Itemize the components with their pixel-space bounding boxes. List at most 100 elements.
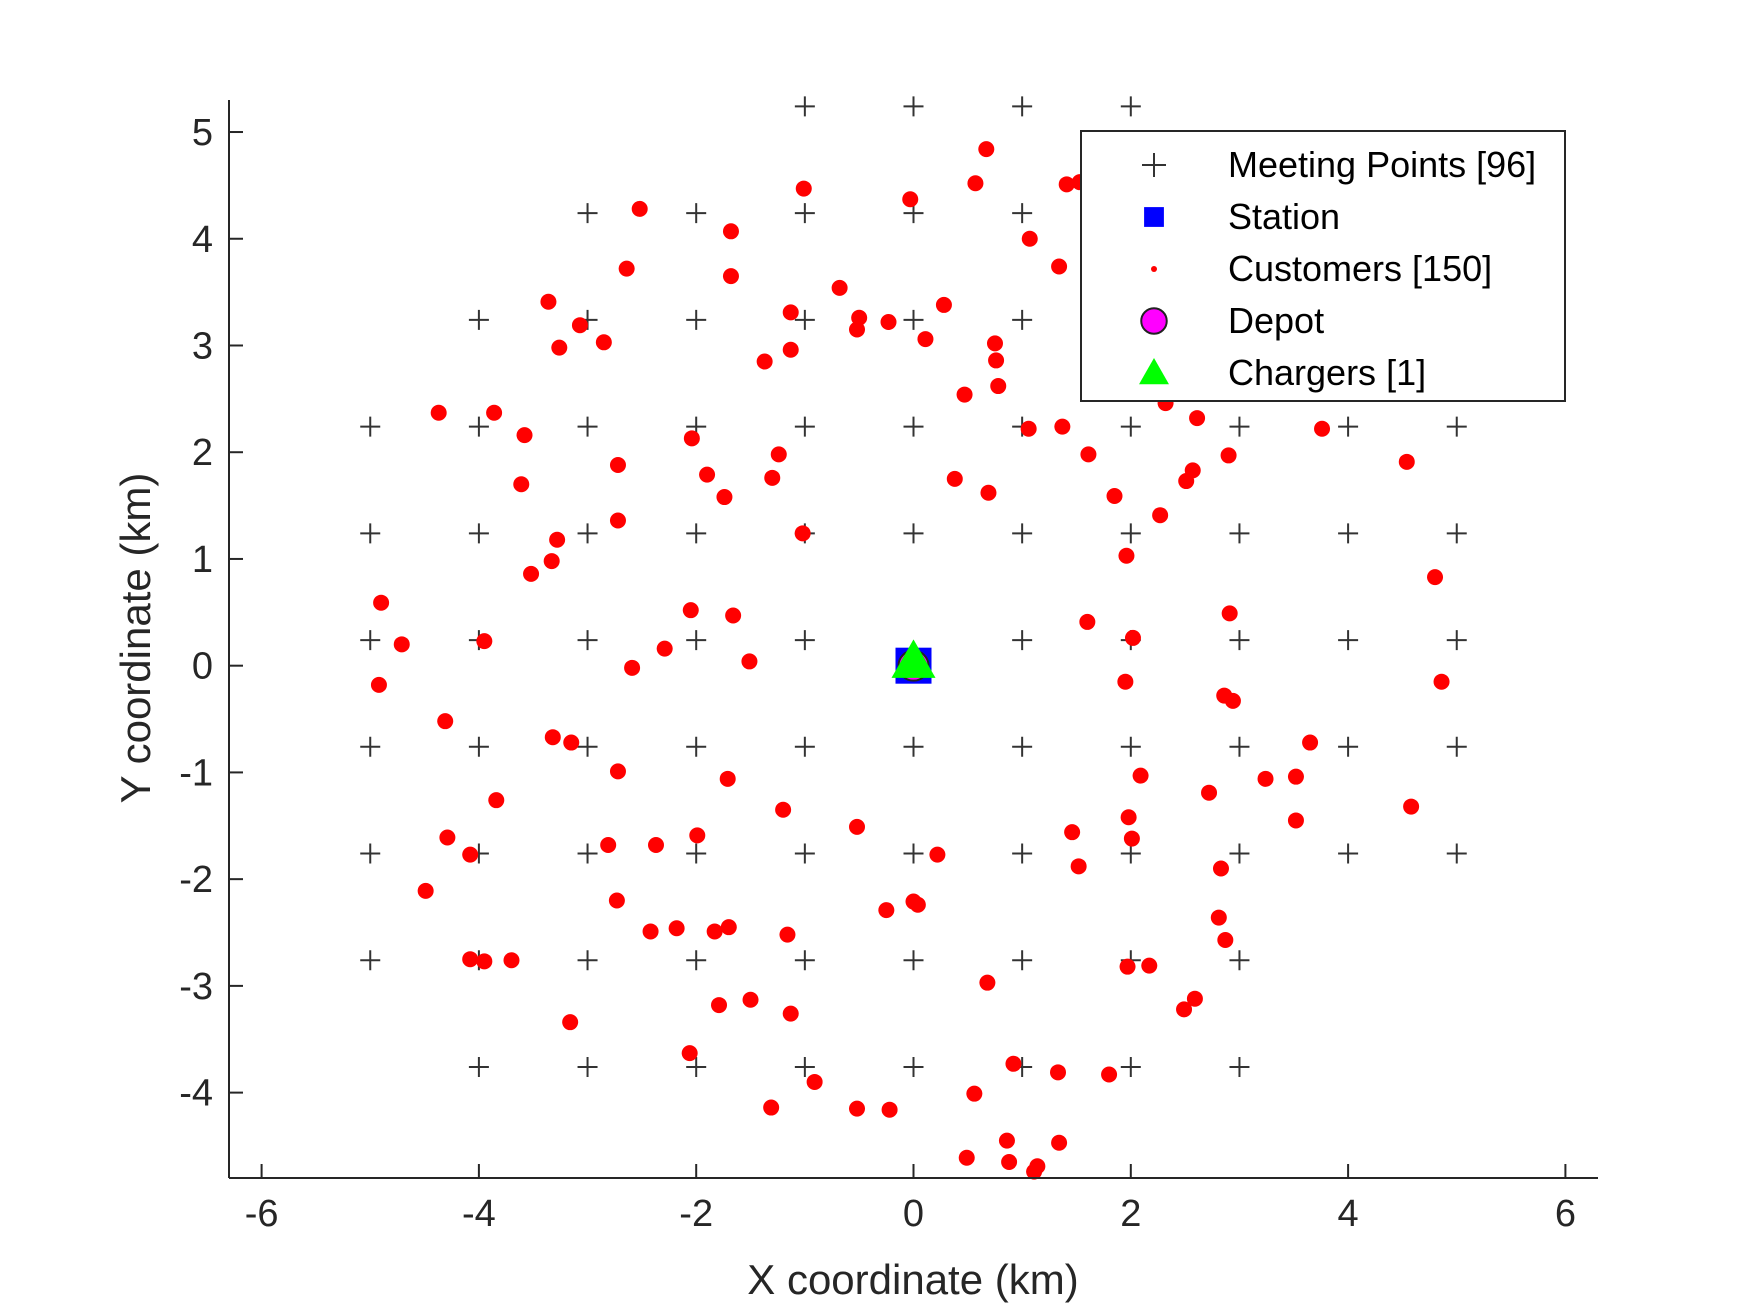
meeting-point-marker bbox=[686, 950, 707, 971]
meeting-point-marker bbox=[903, 950, 924, 971]
x-tick-label: -6 bbox=[245, 1193, 279, 1235]
legend-station: Station bbox=[1144, 196, 1340, 237]
customer-point bbox=[1178, 473, 1195, 490]
x-tick-label: 2 bbox=[1120, 1193, 1141, 1235]
customer-point bbox=[998, 1132, 1015, 1149]
customer-point bbox=[990, 378, 1007, 395]
customer-point bbox=[462, 846, 479, 863]
customer-point bbox=[1021, 230, 1038, 247]
customer-point bbox=[770, 446, 787, 463]
customer-point bbox=[1314, 420, 1331, 437]
customer-point bbox=[775, 801, 792, 818]
meeting-point-marker bbox=[577, 523, 598, 544]
customer-point bbox=[513, 476, 530, 493]
customer-point bbox=[562, 1014, 579, 1031]
customer-point bbox=[1001, 1153, 1018, 1170]
customer-point bbox=[1026, 1163, 1043, 1180]
meeting-point-marker bbox=[1338, 416, 1359, 437]
customer-point bbox=[979, 974, 996, 991]
customer-point bbox=[929, 846, 946, 863]
meeting-point-marker bbox=[1338, 843, 1359, 864]
customer-point bbox=[1257, 770, 1274, 787]
charger-marker bbox=[891, 639, 936, 678]
customer-point bbox=[600, 836, 617, 853]
meeting-point-marker bbox=[360, 630, 381, 651]
customer-point bbox=[917, 331, 934, 348]
meeting-point-marker bbox=[686, 1057, 707, 1077]
customer-point bbox=[794, 525, 811, 542]
meeting-point-marker bbox=[794, 950, 815, 971]
legend-label: Station bbox=[1228, 196, 1340, 237]
meeting-point-marker bbox=[903, 309, 924, 330]
meeting-point-marker bbox=[903, 1057, 924, 1077]
customer-point bbox=[722, 268, 739, 285]
customer-point bbox=[1210, 909, 1227, 926]
customer-point bbox=[1189, 410, 1206, 427]
y-tick-label: -1 bbox=[179, 752, 213, 794]
customer-point bbox=[966, 1085, 983, 1102]
customer-point bbox=[1287, 768, 1304, 785]
customer-point bbox=[909, 896, 926, 913]
customer-point bbox=[763, 1099, 780, 1116]
data-marks bbox=[360, 96, 1467, 1180]
customer-point bbox=[706, 923, 723, 940]
meeting-point-marker bbox=[468, 416, 489, 437]
customer-point bbox=[1398, 453, 1415, 470]
customer-point bbox=[642, 923, 659, 940]
customer-point bbox=[782, 304, 799, 321]
customer-point bbox=[486, 404, 503, 421]
meeting-point-marker bbox=[360, 736, 381, 757]
customer-point bbox=[725, 607, 742, 624]
customer-point bbox=[681, 1045, 698, 1062]
meeting-point-marker bbox=[903, 416, 924, 437]
customer-point bbox=[417, 882, 434, 899]
customer-point bbox=[1079, 613, 1096, 630]
meeting-point-marker bbox=[1012, 96, 1033, 117]
customer-point bbox=[609, 763, 626, 780]
meeting-point-marker bbox=[1012, 630, 1033, 651]
meeting-point-marker bbox=[903, 523, 924, 544]
customer-point bbox=[756, 353, 773, 370]
legend-depot: Depot bbox=[1140, 300, 1324, 341]
customer-point bbox=[1287, 812, 1304, 829]
meeting-point-marker bbox=[794, 630, 815, 651]
customer-point bbox=[393, 636, 410, 653]
customer-point bbox=[1221, 605, 1238, 622]
meeting-point-marker bbox=[1120, 843, 1141, 864]
customer-point bbox=[1051, 258, 1068, 275]
y-tick-label: -3 bbox=[179, 966, 213, 1008]
meeting-point-marker bbox=[360, 950, 381, 971]
meeting-point-marker bbox=[360, 523, 381, 544]
y-axis-label: Y coordinate (km) bbox=[112, 473, 159, 804]
meeting-point-marker bbox=[1229, 1057, 1250, 1077]
meeting-point-marker bbox=[794, 736, 815, 757]
meeting-point-marker bbox=[794, 309, 815, 330]
y-tick-label: 2 bbox=[192, 432, 213, 474]
meeting-point-marker bbox=[1338, 630, 1359, 651]
meeting-point-marker bbox=[794, 416, 815, 437]
customer-point bbox=[1005, 1055, 1022, 1072]
customer-point bbox=[764, 469, 781, 486]
customer-point bbox=[682, 602, 699, 619]
customer-point bbox=[462, 951, 479, 968]
customer-point bbox=[1433, 673, 1450, 690]
customer-point bbox=[689, 827, 706, 844]
customer-point bbox=[1186, 990, 1203, 1007]
legend-dot-icon bbox=[1151, 266, 1157, 272]
meeting-point-marker bbox=[1446, 736, 1467, 757]
customer-point bbox=[618, 260, 635, 277]
meeting-point-marker bbox=[360, 416, 381, 437]
customer-point bbox=[595, 334, 612, 351]
customer-point bbox=[668, 920, 685, 937]
customer-point bbox=[782, 1005, 799, 1022]
customer-point bbox=[716, 489, 733, 506]
customer-point bbox=[370, 676, 387, 693]
meeting-point-marker bbox=[1012, 736, 1033, 757]
customer-point bbox=[779, 926, 796, 943]
customer-point bbox=[1403, 798, 1420, 815]
meeting-point-marker bbox=[1446, 843, 1467, 864]
customer-point bbox=[958, 1149, 975, 1166]
customer-point bbox=[656, 640, 673, 657]
legend-customers: Customers [150] bbox=[1151, 248, 1492, 289]
y-tick-label: 4 bbox=[192, 219, 213, 261]
